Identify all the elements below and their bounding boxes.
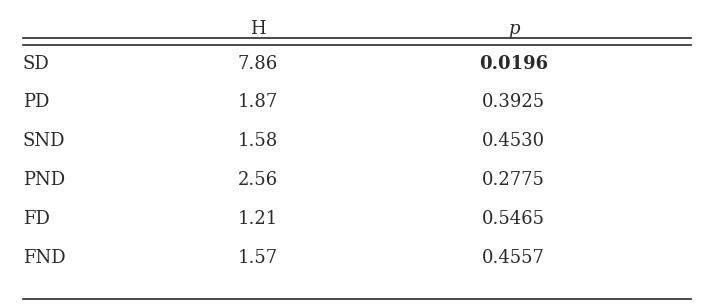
Text: FND: FND [23, 248, 66, 267]
Text: 2.56: 2.56 [237, 171, 278, 189]
Text: H: H [250, 20, 265, 38]
Text: SND: SND [23, 132, 65, 150]
Text: PD: PD [23, 93, 49, 111]
Text: 0.5465: 0.5465 [482, 210, 545, 228]
Text: 0.4557: 0.4557 [482, 248, 545, 267]
Text: 0.3925: 0.3925 [482, 93, 545, 111]
Text: PND: PND [23, 171, 65, 189]
Text: p: p [508, 20, 519, 38]
Text: SD: SD [23, 54, 49, 73]
Text: 7.86: 7.86 [237, 54, 278, 73]
Text: 1.57: 1.57 [237, 248, 278, 267]
Text: 1.21: 1.21 [237, 210, 278, 228]
Text: 0.4530: 0.4530 [482, 132, 545, 150]
Text: 1.58: 1.58 [237, 132, 278, 150]
Text: 1.87: 1.87 [237, 93, 278, 111]
Text: 0.0196: 0.0196 [479, 54, 548, 73]
Text: 0.2775: 0.2775 [482, 171, 545, 189]
Text: FD: FD [23, 210, 49, 228]
